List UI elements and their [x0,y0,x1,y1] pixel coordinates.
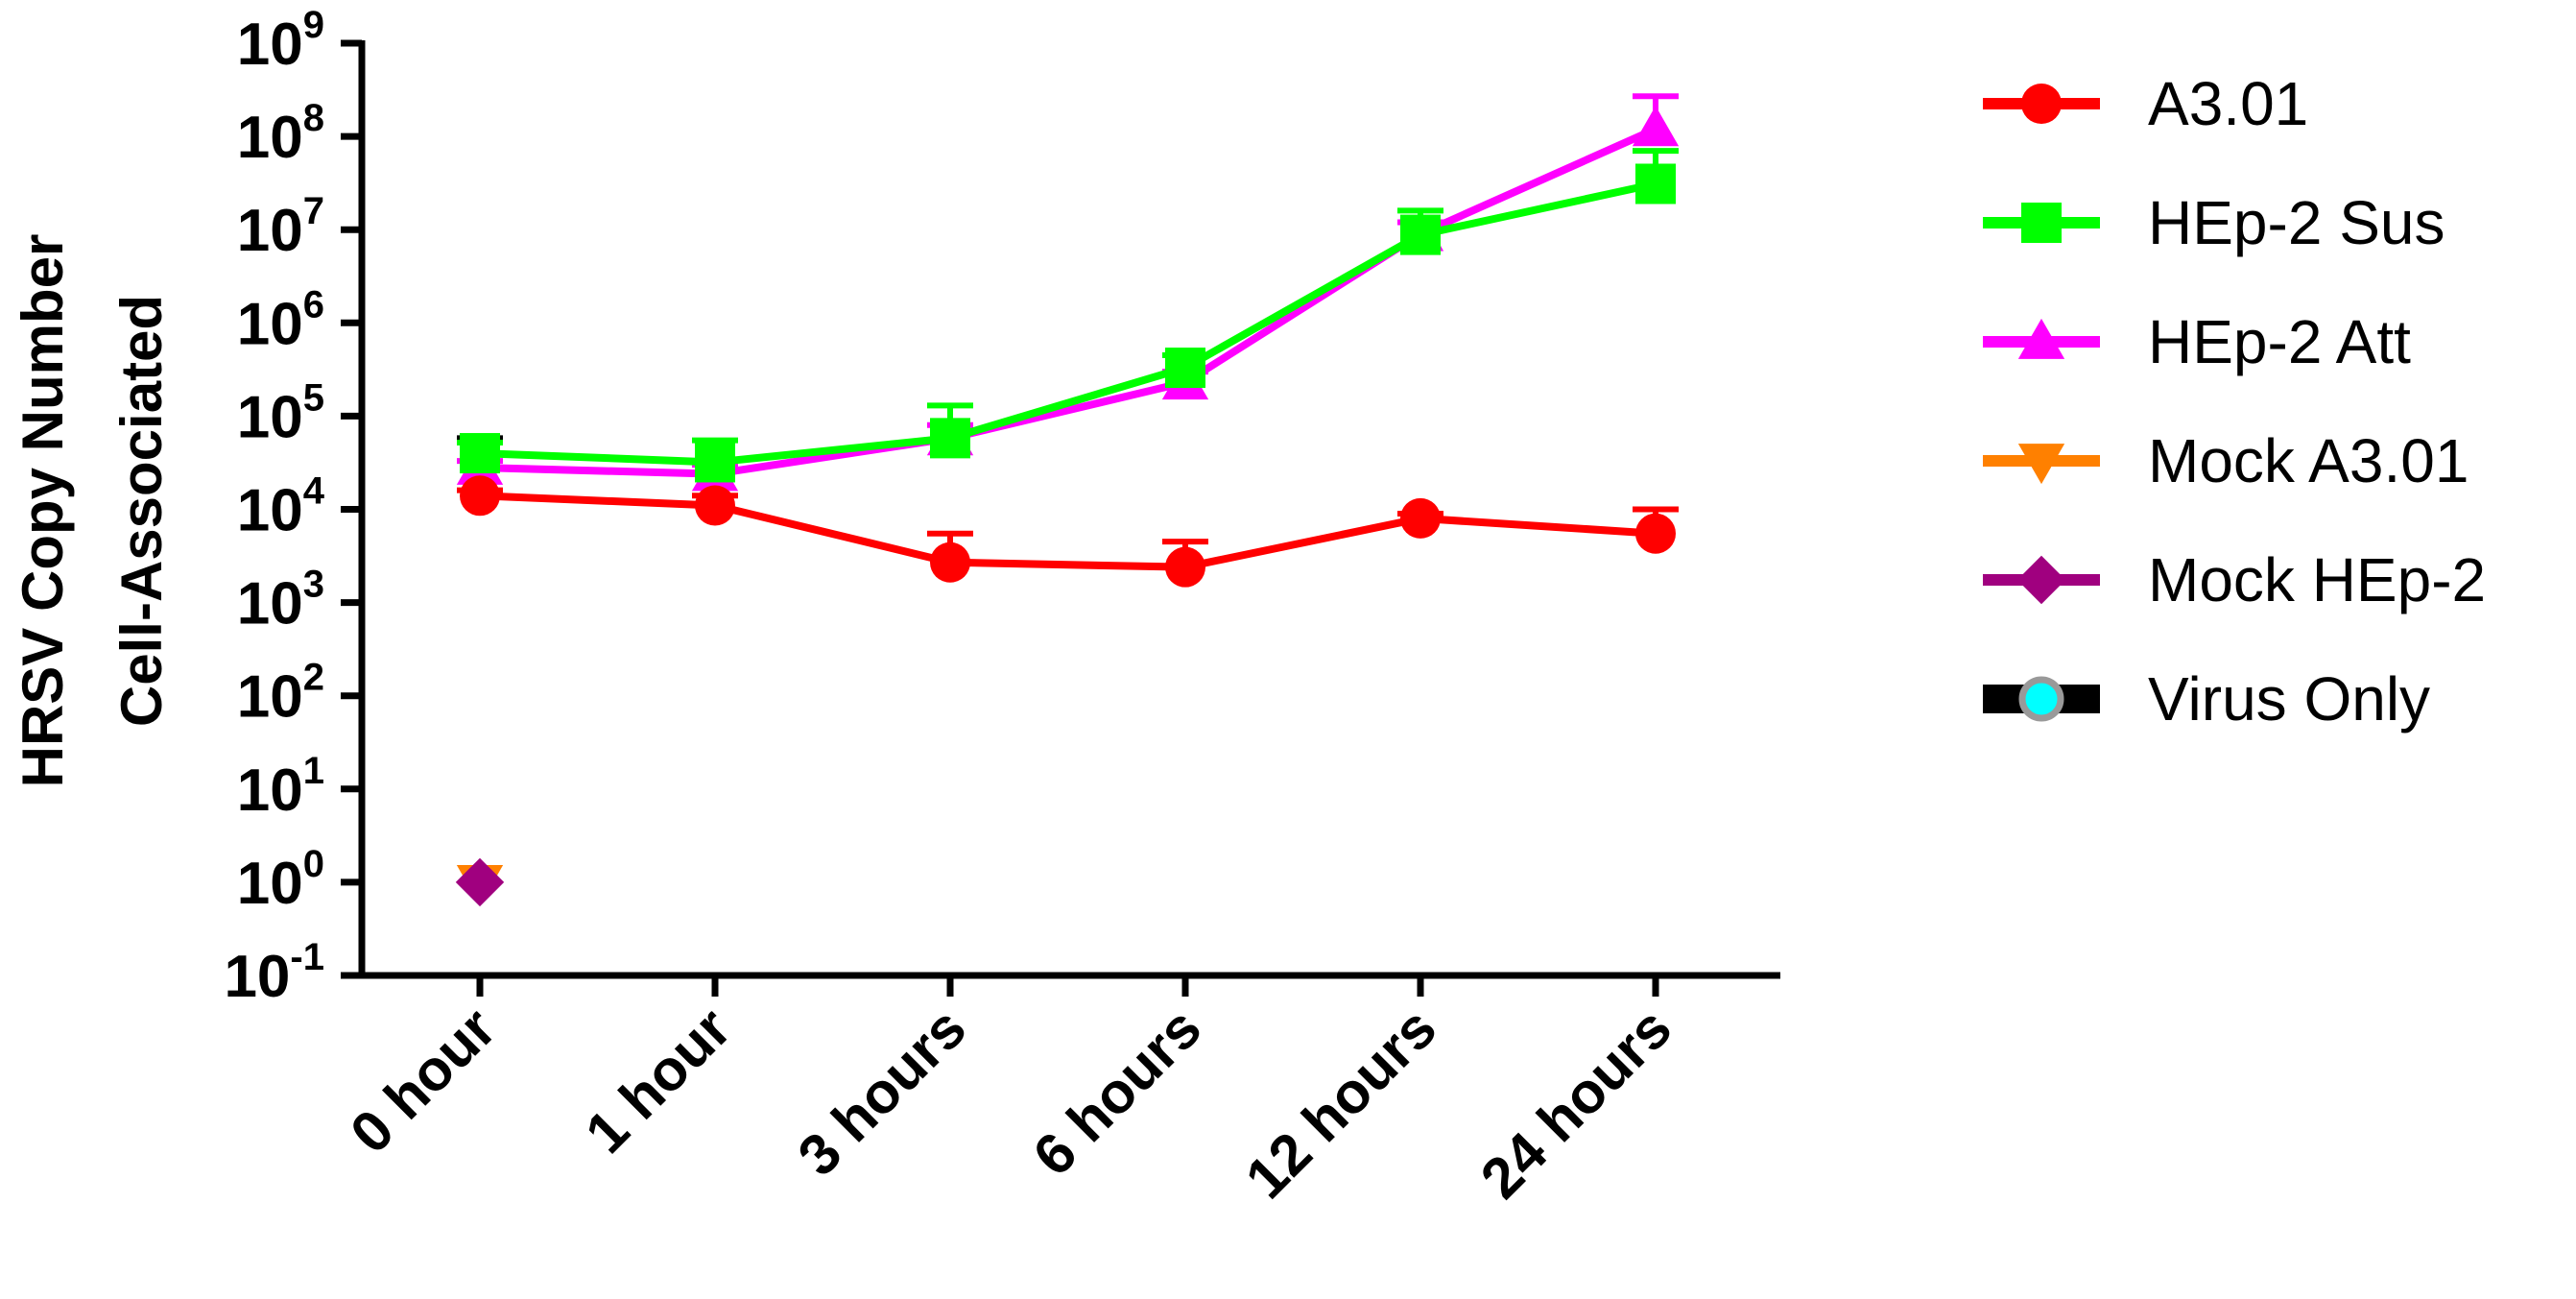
x-tick-label: 1 hour [573,996,743,1166]
data-point [1635,513,1676,554]
y-tick-label: 102 [237,657,324,731]
data-point [1635,163,1676,204]
x-tick-label: 12 hours [1233,996,1448,1211]
legend-swatch-marker [2021,84,2062,124]
legend-label: HEp-2 Sus [2148,188,2445,257]
legend-swatch-marker [2017,318,2065,359]
legend: A3.01 HEp-2 Sus HEp-2 Att Mock A3.01 Mock HE… [1983,69,2486,734]
y-tick-label: 106 [237,283,324,357]
x-tick-label: 24 hours [1468,996,1683,1211]
y-tick-label: 109 [237,4,324,78]
y-tick-label: 108 [237,97,324,171]
data-point [455,857,505,907]
data-point [460,475,500,517]
legend-label: HEp-2 Att [2148,307,2411,376]
axes [358,40,1780,979]
data-point [695,485,735,526]
legend-item-hep-2-sus: HEp-2 Sus [1983,188,2445,257]
x-ticks: 0 hour 1 hour 3 hours 6 hours 12 hours 24 hou… [338,975,1683,1211]
legend-item-a3-01: A3.01 [1983,69,2308,138]
series-hep-2-sus [457,148,1679,483]
y-ticks: 109 108 107 106 105 104 103 102 101 100 10-1 [224,4,362,1010]
x-tick-label: 3 hours [786,996,979,1189]
data-point [1632,106,1680,147]
legend-swatch-marker [2021,203,2062,243]
y-axis-label-line-2: Cell-Associated [109,295,174,727]
y-axis-label: HRSV Copy Number Cell-Associated [11,234,174,788]
data-point [1400,214,1441,255]
legend-label: Mock HEp-2 [2148,545,2486,614]
data-point [1400,497,1441,539]
legend-swatch-marker [2016,555,2066,605]
series-line [479,125,1658,478]
series-layer [455,93,1680,907]
x-tick-label: 0 hour [338,996,508,1166]
data-point [1165,348,1205,389]
series-line [479,180,1657,467]
legend-item-mock-a3-01: Mock A3.01 [1983,426,2469,495]
y-tick-label: 103 [237,564,324,637]
series-line [479,492,1657,571]
series-a3-01 [457,475,1679,588]
x-tick-label: 6 hours [1021,996,1214,1189]
y-tick-label: 104 [237,470,325,544]
data-point [930,541,970,583]
legend-item-virus-only: Virus Only [1983,664,2430,734]
y-tick-label: 10-1 [224,936,324,1010]
legend-label: A3.01 [2148,69,2308,138]
legend-swatch-marker [2017,444,2065,485]
data-point [930,418,970,459]
legend-item-hep-2-att: HEp-2 Att [1983,307,2411,376]
y-tick-label: 101 [237,750,324,824]
legend-label: Mock A3.01 [2148,426,2469,495]
data-point [1165,546,1205,588]
data-point [460,433,500,474]
y-tick-label: 105 [237,376,324,450]
legend-item-mock-hep-2: Mock HEp-2 [1983,545,2486,614]
legend-label: Virus Only [2148,664,2430,734]
y-tick-label: 107 [237,190,324,264]
y-axis-label-line-1: HRSV Copy Number [11,234,75,788]
series-mock-hep-2 [455,857,505,907]
legend-swatch-marker [2018,676,2064,722]
y-tick-label: 100 [237,843,324,917]
data-point [695,442,735,483]
series-hep-2-att [456,93,1680,492]
